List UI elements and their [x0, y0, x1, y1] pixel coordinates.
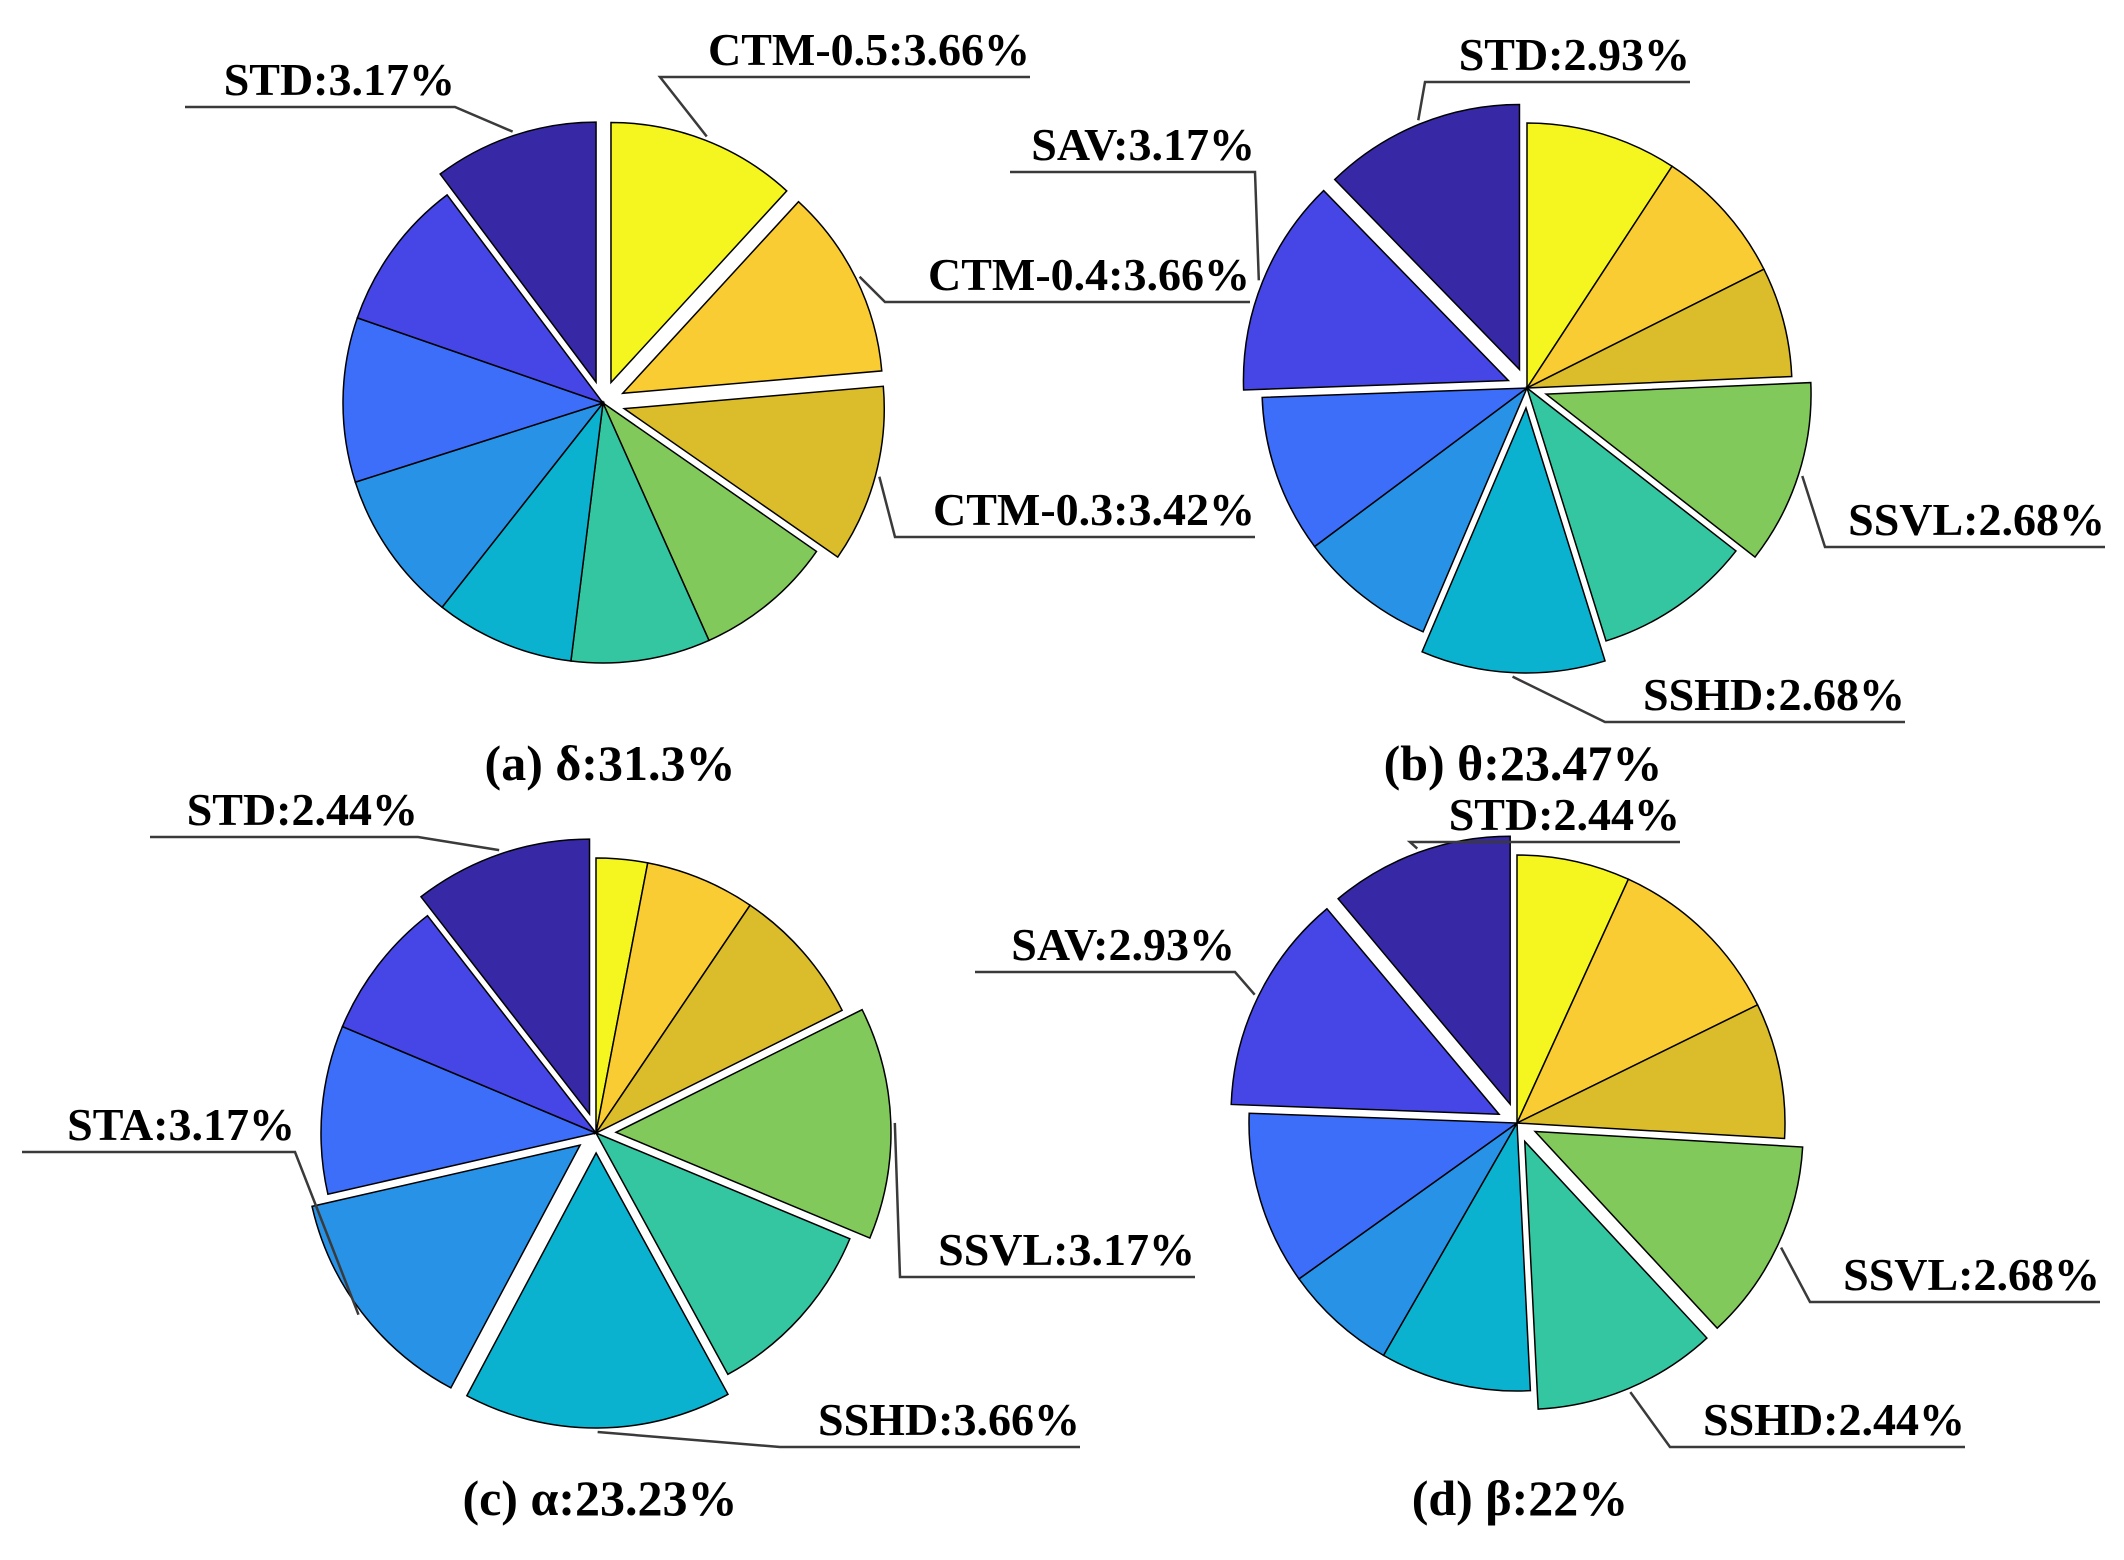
- pie-b-slice-9: [1242, 189, 1511, 391]
- pie-d-slice-8: [1248, 1112, 1520, 1280]
- pie-b-label-2: SAV:3.17%: [1031, 119, 1255, 170]
- pie-d-slice-9: [1230, 907, 1501, 1116]
- pie-a-caption: (a) δ:31.3%: [485, 735, 736, 791]
- pie-c-slice-5: [594, 1131, 851, 1376]
- pie-a-leader-line-1: [185, 105, 514, 133]
- pie-b-slice-6: [1421, 405, 1606, 674]
- pie-c-slice-2: [595, 862, 752, 1134]
- pie-c-leader-line-4: [597, 1430, 1080, 1449]
- pie-a-slice-8: [342, 316, 606, 484]
- pie-a-leader-line-2: [657, 75, 1030, 138]
- pie-d-label-1: STD:2.44%: [1449, 789, 1680, 840]
- pie-d-slice-5: [1523, 1139, 1708, 1410]
- pie-d-label-3: SSVL:2.68%: [1843, 1249, 2100, 1300]
- pie-d-slice-10: [1337, 835, 1511, 1107]
- pie-c-label-3: SSVL:3.17%: [938, 1224, 1195, 1275]
- pie-a-label-2: CTM-0.5:3.66%: [708, 24, 1030, 75]
- pie-d-slice-6: [1382, 1120, 1532, 1392]
- pie-d-label-4: SSHD:2.44%: [1703, 1394, 1965, 1445]
- pie-c-label-2: STA:3.17%: [67, 1099, 295, 1150]
- pie-c-slice-7: [311, 1144, 582, 1389]
- pie-a-slice-7: [354, 401, 606, 609]
- pie-c-leader-line-2: [22, 1150, 360, 1316]
- pie-chart-b: STD:2.93% SAV:3.17% SSVL:2.68% SSHD:2.68% (b…: [1010, 29, 2105, 791]
- pie-a-leader-line-3: [858, 275, 1250, 304]
- pie-b-slice-8: [1261, 387, 1530, 548]
- pie-a-slice-4: [601, 400, 818, 642]
- pie-b-slice-3: [1526, 268, 1793, 389]
- pie-d-slice-1: [1516, 854, 1630, 1124]
- pie-a-slice-10: [439, 121, 597, 385]
- pie-c-slice-3: [593, 904, 844, 1135]
- pie-a-label-3: CTM-0.4:3.66%: [928, 249, 1250, 300]
- pie-c-slice-9: [341, 914, 599, 1135]
- pie-a-slice-5: [570, 400, 710, 664]
- pie-c-leader-line-3: [893, 1122, 1195, 1279]
- pie-a-leader-line-4: [878, 476, 1255, 539]
- pie-c-label-4: SSHD:3.66%: [818, 1394, 1080, 1445]
- pie-a-slice-2: [620, 200, 883, 395]
- pie-a-slice-3: [622, 385, 885, 559]
- pie-c-label-1: STD:2.44%: [187, 784, 418, 835]
- pie-d-leader-line-2: [975, 970, 1256, 996]
- pie-b-slice-2: [1524, 165, 1765, 390]
- pie-chart-d: STD:2.44% SAV:2.93% SSVL:2.68% SSHD:2.44% (d…: [975, 789, 2100, 1526]
- pie-b-leader-line-3: [1801, 475, 2105, 549]
- pie-b-slice-1: [1526, 122, 1674, 391]
- pie-c-slice-8: [320, 1025, 599, 1196]
- pie-d-leader-line-1: [1406, 840, 1680, 850]
- pie-b-label-1: STD:2.93%: [1459, 29, 1690, 80]
- pie-c-leader-line-1: [150, 835, 500, 852]
- pie-a-slice-6: [441, 400, 605, 662]
- pie-b-label-3: SSVL:2.68%: [1848, 494, 2105, 545]
- pie-chart-a: STD:3.17% CTM-0.5:3.66% CTM-0.4:3.66% CTM-0…: [185, 24, 1255, 791]
- pie-d-slice-4: [1533, 1130, 1804, 1330]
- pie-c-slice-10: [419, 838, 591, 1117]
- pie-b-slice-4: [1543, 381, 1812, 559]
- pie-a-label-1: STD:3.17%: [224, 54, 455, 105]
- pie-c-slice-6: [465, 1151, 730, 1429]
- pie-d-slice-2: [1515, 878, 1759, 1125]
- pie-b-leader-line-2: [1010, 170, 1261, 281]
- pie-d-leader-line-4: [1629, 1391, 1965, 1449]
- pie-c-slice-4: [614, 1008, 892, 1240]
- pie-d-slice-7: [1297, 1122, 1518, 1357]
- pie-b-slice-7: [1313, 385, 1529, 633]
- pie-a-label-4: CTM-0.3:3.42%: [933, 484, 1255, 535]
- pie-b-slice-5: [1525, 385, 1738, 642]
- pie-a-slice-9: [356, 193, 606, 405]
- pie-d-label-2: SAV:2.93%: [1011, 919, 1235, 970]
- pie-b-leader-line-4: [1511, 675, 1905, 724]
- pie-d-slice-3: [1514, 1003, 1786, 1140]
- pie-d-leader-line-3: [1779, 1246, 2100, 1304]
- pie-d-caption: (d) β:22%: [1412, 1470, 1629, 1526]
- pie-chart-c: STD:2.44% STA:3.17% SSVL:3.17% SSHD:3.66% (c…: [22, 784, 1195, 1526]
- pie-a-slice-1: [610, 121, 788, 385]
- pie-b-leader-line-1: [1417, 80, 1690, 121]
- pie-b-slice-10: [1333, 103, 1521, 372]
- pie-c-caption: (c) α:23.23%: [462, 1470, 737, 1526]
- pie-b-label-4: SSHD:2.68%: [1643, 669, 1905, 720]
- pie-b-caption: (b) θ:23.47%: [1384, 735, 1663, 791]
